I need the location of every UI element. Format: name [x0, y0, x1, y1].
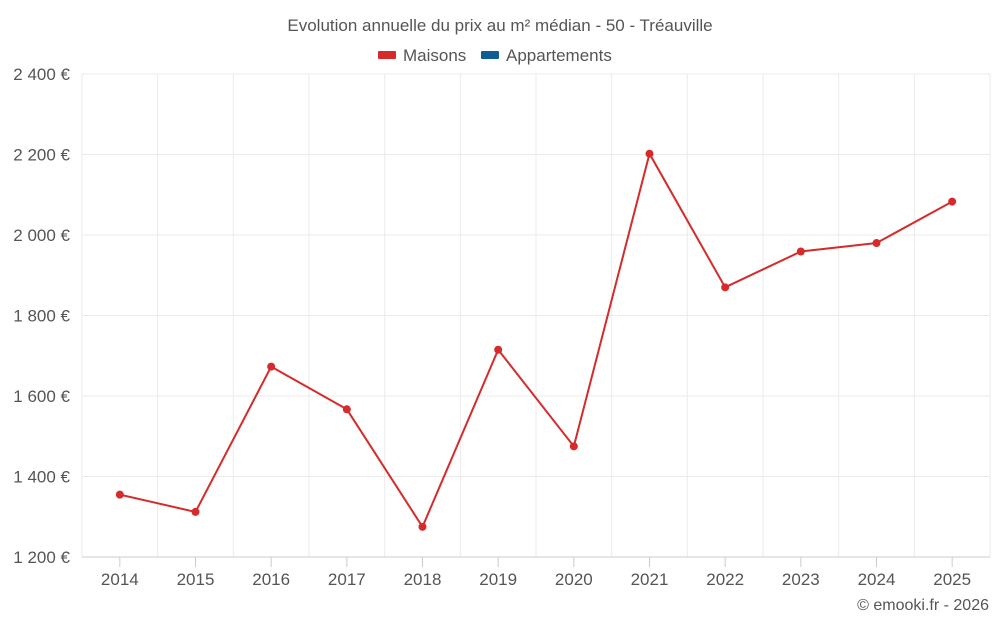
legend-label-appartements: Appartements	[506, 46, 612, 65]
y-tick-label: 1 200 €	[13, 548, 70, 567]
data-point-maisons[interactable]	[191, 507, 200, 516]
x-axis: 2014 2015 2016 2017 2018 2019 2020 2021 2022 2023…	[82, 556, 990, 589]
y-tick-label: 1 400 €	[13, 468, 70, 487]
y-tick-label: 2 400 €	[13, 65, 70, 84]
chart-title: Evolution annuelle du prix au m² médian …	[287, 16, 712, 35]
x-tick-label: 2016	[252, 570, 290, 589]
data-point-maisons[interactable]	[645, 149, 654, 158]
x-tick-label: 2020	[555, 570, 593, 589]
data-point-maisons[interactable]	[569, 442, 578, 451]
data-point-maisons[interactable]	[872, 239, 881, 248]
legend-swatch-appartements	[481, 51, 499, 59]
grid	[81, 73, 991, 557]
legend-item-appartements[interactable]: Appartements	[481, 46, 612, 65]
legend-item-maisons[interactable]: Maisons	[378, 46, 466, 65]
credit-text: © emooki.fr - 2026	[857, 597, 989, 614]
y-axis: 1 200 € 1 400 € 1 600 € 1 800 € 2 000 € 2 200…	[13, 65, 70, 567]
series-line-maisons	[119, 151, 953, 529]
x-tick-label: 2017	[328, 570, 366, 589]
x-tick-label: 2022	[706, 570, 744, 589]
x-tick-label: 2023	[782, 570, 820, 589]
data-point-maisons[interactable]	[948, 197, 957, 206]
data-point-maisons[interactable]	[721, 283, 730, 292]
x-tick-label: 2014	[101, 570, 139, 589]
x-tick-label: 2021	[631, 570, 669, 589]
data-point-maisons[interactable]	[115, 490, 124, 499]
x-tick-label: 2018	[404, 570, 442, 589]
y-tick-label: 2 200 €	[13, 146, 70, 165]
x-tick-label: 2025	[933, 570, 971, 589]
data-point-maisons[interactable]	[418, 522, 427, 531]
data-point-maisons[interactable]	[342, 405, 351, 414]
legend-swatch-maisons	[378, 51, 396, 59]
x-tick-label: 2024	[858, 570, 896, 589]
data-point-maisons[interactable]	[267, 362, 276, 371]
y-tick-label: 2 000 €	[13, 226, 70, 245]
legend-label-maisons: Maisons	[403, 46, 466, 65]
series	[115, 149, 957, 531]
y-tick-label: 1 600 €	[13, 387, 70, 406]
x-tick-label: 2019	[479, 570, 517, 589]
data-point-maisons[interactable]	[796, 247, 805, 256]
data-point-maisons[interactable]	[494, 345, 503, 354]
y-tick-label: 1 800 €	[13, 307, 70, 326]
legend: Maisons Appartements	[378, 46, 612, 65]
x-tick-label: 2015	[177, 570, 215, 589]
